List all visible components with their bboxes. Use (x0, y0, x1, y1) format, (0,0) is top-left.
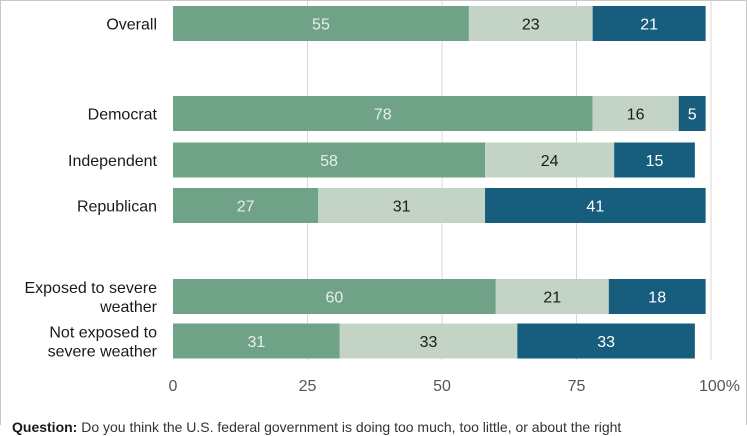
bar-segment (339, 323, 518, 359)
category-label: Exposed to severe weather (24, 280, 157, 316)
data-label: 60 (326, 290, 344, 307)
bar-segment (517, 323, 695, 359)
data-label: 15 (646, 153, 664, 170)
bar-segment (173, 279, 496, 314)
data-label: 58 (320, 153, 338, 170)
category-label: Republican (77, 199, 157, 216)
bar-segment (592, 96, 679, 131)
bar-segment (468, 6, 593, 41)
bar-segment (495, 279, 609, 314)
x-tick-label: 25 (299, 378, 317, 395)
x-tick-label: 50 (433, 378, 451, 395)
question-note: Question: Do you think the U.S. federal … (12, 418, 742, 436)
bar-segment (173, 96, 593, 131)
question-label: Question: (12, 419, 78, 435)
category-label: Not exposed to severe weather (48, 325, 158, 361)
bar-segment (485, 142, 615, 178)
data-label: 27 (237, 199, 255, 216)
data-label: 33 (420, 334, 438, 351)
bar-segment (678, 96, 706, 131)
data-label: 18 (648, 290, 666, 307)
bar-segment (318, 188, 486, 223)
x-axis-ticks: 0 25 50 75 100% (169, 378, 740, 395)
data-label: 31 (393, 199, 411, 216)
bar-segment (173, 6, 469, 41)
bar-segment (173, 323, 340, 359)
category-label: Independent (68, 153, 158, 170)
bars: 55 23 21 78 16 5 58 24 15 27 31 41 60 21 18 31 33 33 (173, 6, 706, 359)
stacked-bar-chart: 55 23 21 78 16 5 58 24 15 27 31 41 60 21 18 31 33 33 Over… (24, 0, 740, 395)
bar-segment (173, 142, 486, 178)
category-label: Overall (106, 17, 157, 34)
data-label: 33 (597, 334, 615, 351)
data-label: 5 (688, 107, 697, 124)
data-label: 78 (374, 107, 392, 124)
bar-segment (608, 279, 706, 314)
bar-segment (614, 142, 695, 178)
data-label: 31 (247, 334, 265, 351)
data-label: 55 (312, 17, 330, 34)
bar-segment (485, 188, 706, 223)
data-label: 21 (640, 17, 658, 34)
x-tick-label: 75 (568, 378, 586, 395)
data-label: 23 (522, 17, 540, 34)
bar-segment (173, 188, 319, 223)
data-label: 21 (543, 290, 561, 307)
data-label: 24 (541, 153, 559, 170)
data-label: 16 (627, 107, 645, 124)
x-tick-label: 100% (699, 378, 740, 395)
bar-segment (592, 6, 706, 41)
question-text: Do you think the U.S. federal government… (81, 419, 622, 435)
category-labels: Overall Democrat Independent Republican Expo… (24, 17, 157, 361)
x-tick-label: 0 (169, 378, 178, 395)
data-label: 41 (586, 199, 604, 216)
category-label: Democrat (88, 107, 158, 124)
